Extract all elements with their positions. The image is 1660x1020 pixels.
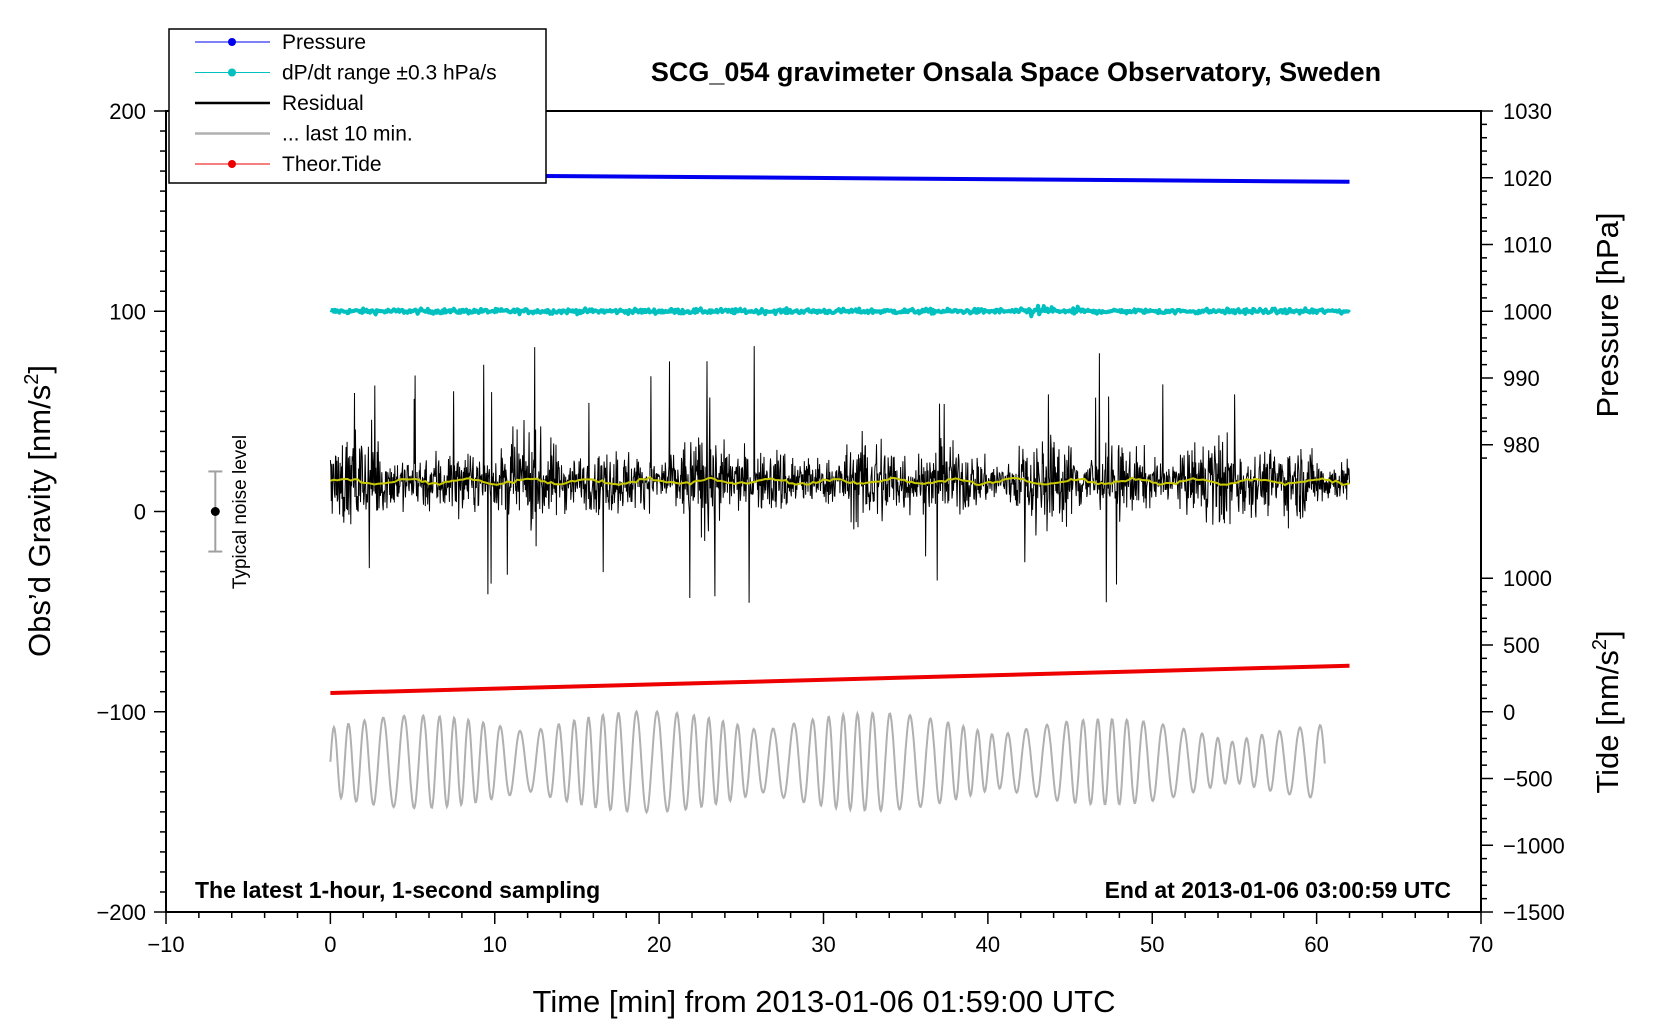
x-tick-label: 10: [483, 932, 507, 957]
legend-label: ... last 10 min.: [282, 123, 413, 146]
residual-mean-series: [330, 475, 1350, 487]
legend-item: Pressure: [195, 31, 366, 54]
y-axis-left-label: Obs’d Gravity [nm/s2]: [21, 365, 57, 657]
series-layer: [329, 172, 1351, 815]
legend-label: dP/dt range ±0.3 hPa/s: [282, 62, 497, 85]
y-left-tick-label: −200: [96, 900, 146, 925]
x-tick-label: 70: [1469, 932, 1493, 957]
y-axis-tide: −1500 −1000 −500 0 500 1000: [1481, 566, 1565, 925]
x-tick-label: 50: [1140, 932, 1164, 957]
legend-label: Residual: [282, 92, 364, 115]
pressure-tick-label: 990: [1503, 366, 1540, 391]
x-tick-label: 60: [1304, 932, 1328, 957]
legend: Pressure dP/dt range ±0.3 hPa/s Residual..…: [168, 28, 547, 184]
dpdt-series: [329, 303, 1351, 319]
last10min-series: [329, 709, 1326, 815]
legend-swatch-marker: [228, 160, 236, 168]
legend-item: ... last 10 min.: [195, 123, 413, 146]
legend-item: dP/dt range ±0.3 hPa/s: [195, 62, 497, 85]
legend-item: Theor.Tide: [195, 153, 382, 176]
legend-swatch-marker: [228, 68, 236, 77]
tide-tick-label: −500: [1503, 767, 1553, 792]
pressure-tick-label: 1000: [1503, 299, 1552, 324]
legend-label: Pressure: [282, 31, 366, 54]
pressure-tick-label: 1010: [1503, 233, 1552, 258]
tide-tick-label: 0: [1503, 700, 1515, 725]
tide-tick-label: −1500: [1503, 900, 1565, 925]
residual-series: [329, 346, 1350, 603]
tide-tick-label: 500: [1503, 633, 1540, 658]
legend-label: Theor.Tide: [282, 153, 382, 176]
y-axis-pressure-label: Pressure [hPa]: [1590, 212, 1625, 417]
noise-center-dot: [210, 507, 220, 516]
legend-box: [168, 28, 547, 184]
annotation-left: The latest 1-hour, 1-second sampling: [195, 877, 600, 903]
tide-tick-label: −1000: [1503, 833, 1565, 858]
y-axis-pressure: 980 990 1000 1010 1020 1030: [1480, 99, 1552, 459]
x-axis: −10 0 10 20 30 40 50 60 70: [147, 912, 1493, 957]
y-axis-left: −200 −100 0 100 200: [96, 99, 166, 925]
x-tick-label: 0: [324, 932, 336, 957]
tide-tick-label: 1000: [1503, 566, 1552, 591]
legend-item: Residual: [195, 92, 364, 115]
pressure-tick-label: 980: [1503, 433, 1540, 458]
y-left-tick-label: 200: [109, 99, 146, 124]
noise-indicator: [208, 470, 223, 553]
legend-swatch-marker: [228, 38, 236, 46]
y-left-tick-label: 0: [134, 500, 146, 525]
pressure-tick-label: 1020: [1503, 166, 1552, 191]
noise-indicator-label: Typical noise level: [230, 435, 251, 589]
y-left-tick-label: −100: [96, 700, 146, 725]
y-left-tick-label: 100: [109, 299, 146, 324]
chart-title: SCG_054 gravimeter Onsala Space Observat…: [651, 57, 1381, 87]
y-axis-tide-label: Tide [nm/s2]: [1589, 630, 1625, 793]
x-tick-label: 40: [976, 932, 1000, 957]
tide-series: [330, 663, 1350, 696]
x-axis-label: Time [min] from 2013-01-06 01:59:00 UTC: [533, 984, 1116, 1019]
annotation-right: End at 2013-01-06 03:00:59 UTC: [1105, 877, 1451, 903]
x-tick-label: 20: [647, 932, 671, 957]
x-tick-label: −10: [147, 932, 184, 957]
pressure-tick-label: 1030: [1503, 99, 1552, 124]
x-tick-label: 30: [811, 932, 835, 957]
